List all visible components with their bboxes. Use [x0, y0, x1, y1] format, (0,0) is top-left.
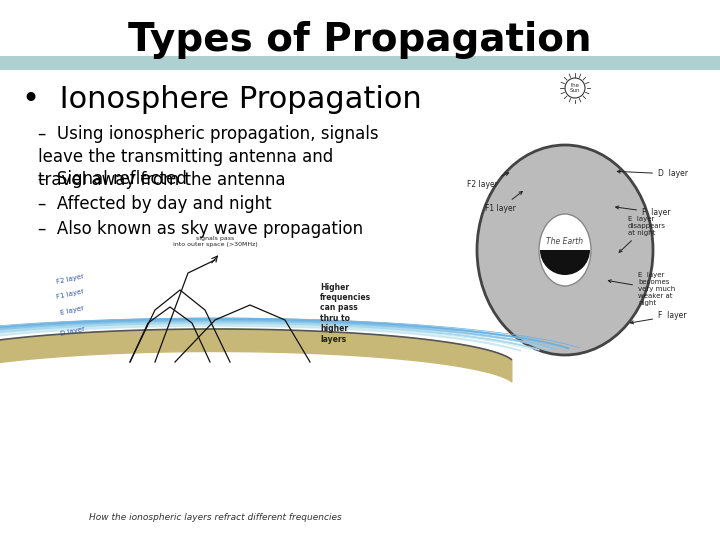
Text: F2 layer: F2 layer — [467, 173, 508, 189]
Text: How the ionospheric layers refract different frequencies: How the ionospheric layers refract diffe… — [89, 513, 341, 522]
Ellipse shape — [539, 214, 591, 286]
Ellipse shape — [508, 180, 622, 320]
Text: D layer: D layer — [59, 326, 85, 336]
Text: F1 layer: F1 layer — [485, 192, 522, 213]
Text: –  Signal reflected: – Signal reflected — [38, 170, 187, 188]
Text: E  layer
becomes
very much
weaker at
night: E layer becomes very much weaker at nigh… — [608, 272, 675, 306]
Text: The Earth: The Earth — [546, 238, 584, 246]
Text: Types of Propagation: Types of Propagation — [128, 21, 592, 59]
Text: E layer: E layer — [60, 306, 85, 316]
Text: the
Sun: the Sun — [570, 83, 580, 93]
Ellipse shape — [493, 163, 637, 337]
Text: F1 layer: F1 layer — [56, 288, 85, 300]
Text: F2 layer: F2 layer — [56, 273, 85, 285]
Text: Higher
frequencies
can pass
thru to
higher
layers: Higher frequencies can pass thru to high… — [320, 282, 371, 343]
Text: –  Affected by day and night: – Affected by day and night — [38, 195, 271, 213]
Ellipse shape — [535, 210, 595, 290]
Ellipse shape — [522, 196, 608, 304]
Ellipse shape — [477, 145, 653, 355]
Wedge shape — [540, 250, 590, 275]
Text: E  layer
disappears
at night: E layer disappears at night — [619, 216, 666, 252]
Circle shape — [565, 78, 585, 98]
Text: signals pass
into outer space (>30MHz): signals pass into outer space (>30MHz) — [173, 236, 257, 247]
Text: •  Ionosphere Propagation: • Ionosphere Propagation — [22, 85, 422, 114]
Text: F  layer: F layer — [616, 206, 670, 217]
FancyBboxPatch shape — [0, 56, 720, 70]
Text: D  layer: D layer — [617, 170, 688, 179]
Text: –  Using ionospheric propagation, signals
leave the transmitting antenna and
tra: – Using ionospheric propagation, signals… — [38, 125, 379, 189]
Text: F  layer: F layer — [631, 311, 686, 324]
Text: –  Also known as sky wave propagation: – Also known as sky wave propagation — [38, 220, 363, 238]
